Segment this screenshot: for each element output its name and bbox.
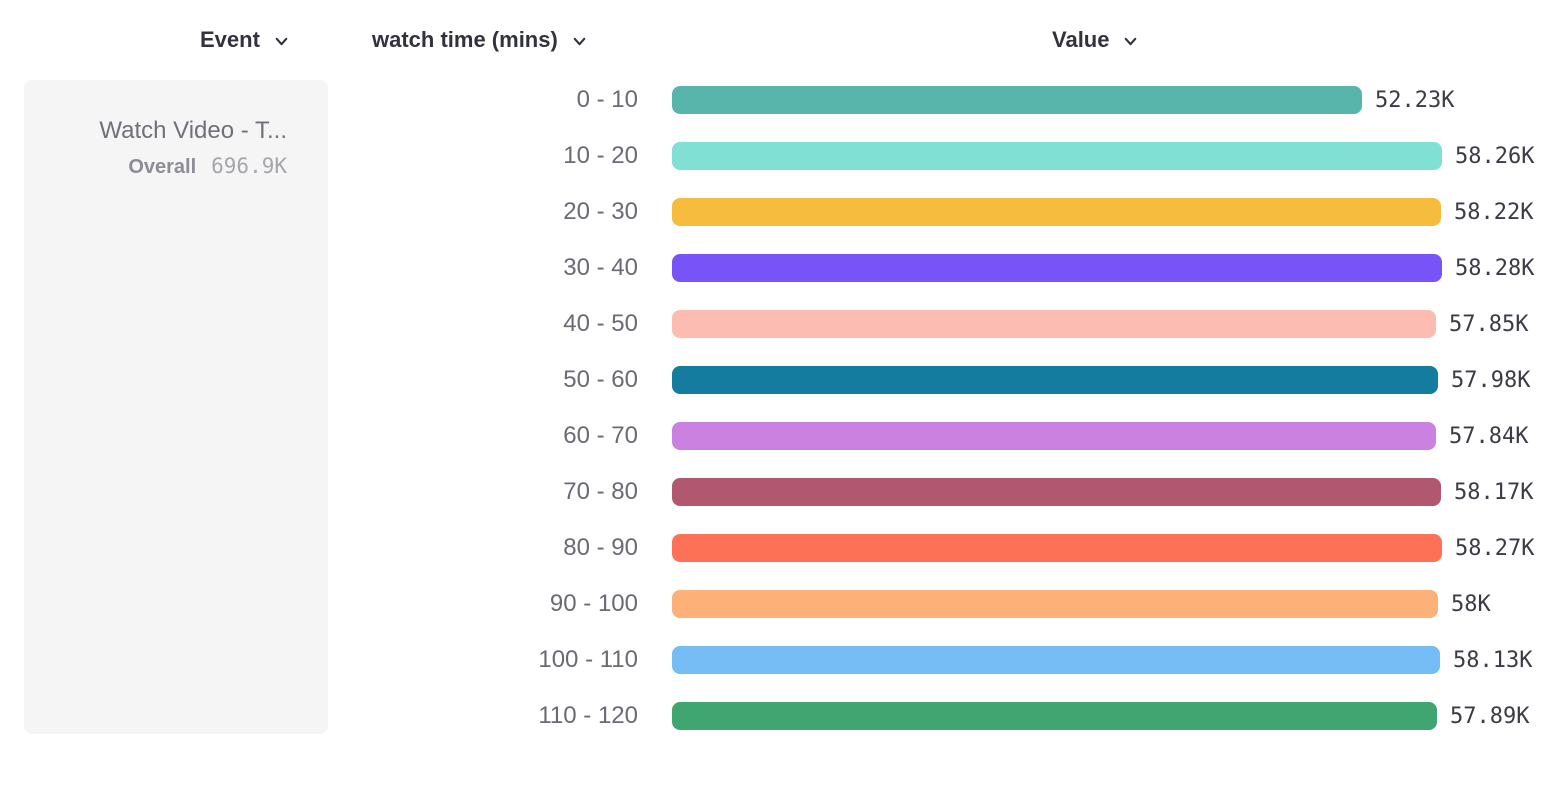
bar[interactable] — [672, 646, 1440, 674]
value-label: 58.17K — [1454, 479, 1534, 505]
value-label: 58.28K — [1455, 255, 1535, 281]
bar[interactable] — [672, 310, 1436, 338]
bar[interactable] — [672, 86, 1362, 114]
category-label: 30 - 40 — [563, 254, 638, 281]
bar[interactable] — [672, 702, 1437, 730]
event-column-label: Event — [200, 27, 260, 52]
overall-row: Overall 696.9K — [24, 154, 328, 179]
bar[interactable] — [672, 422, 1436, 450]
value-label: 58.22K — [1454, 199, 1534, 225]
event-title: Watch Video - T... — [99, 117, 287, 144]
category-label: 60 - 70 — [563, 422, 638, 449]
category-label: 40 - 50 — [563, 310, 638, 337]
category-label: 80 - 90 — [563, 534, 638, 561]
chevron-down-icon — [571, 33, 588, 50]
value-column-header[interactable]: Value — [1052, 27, 1139, 53]
chart-row: 50 - 60 57.98K — [0, 352, 1568, 408]
chart-row: 40 - 50 57.85K — [0, 296, 1568, 352]
category-label: 100 - 110 — [538, 646, 638, 673]
chart-row: 80 - 90 58.27K — [0, 520, 1568, 576]
chart-row: 0 - 10 52.23K — [0, 72, 1568, 128]
category-label: 20 - 30 — [563, 198, 638, 225]
value-label: 57.89K — [1450, 703, 1530, 729]
value-label: 58K — [1451, 591, 1491, 617]
value-label: 57.98K — [1451, 367, 1531, 393]
overall-value: 696.9K — [211, 154, 287, 178]
bar[interactable] — [672, 142, 1442, 170]
chart-row: 110 - 120 57.89K — [0, 688, 1568, 744]
category-label: 110 - 120 — [538, 702, 638, 729]
bar[interactable] — [672, 366, 1438, 394]
bar[interactable] — [672, 590, 1438, 618]
value-label: 58.13K — [1453, 647, 1533, 673]
category-label: 50 - 60 — [563, 366, 638, 393]
chart-row: 20 - 30 58.22K — [0, 184, 1568, 240]
bar[interactable] — [672, 534, 1442, 562]
breakdown-column-header[interactable]: watch time (mins) — [372, 27, 588, 53]
chevron-down-icon — [273, 33, 290, 50]
overall-label: Overall — [128, 156, 197, 178]
category-label: 70 - 80 — [563, 478, 638, 505]
chevron-down-icon — [1122, 33, 1139, 50]
value-column-label: Value — [1052, 27, 1110, 52]
value-label: 57.84K — [1449, 423, 1529, 449]
chart-row: 90 - 100 58K — [0, 576, 1568, 632]
bar[interactable] — [672, 478, 1441, 506]
chart-row: 10 - 20 58.26K — [0, 128, 1568, 184]
value-label: 52.23K — [1375, 87, 1455, 113]
chart-row: 100 - 110 58.13K — [0, 632, 1568, 688]
category-label: 90 - 100 — [549, 590, 638, 617]
value-label: 57.85K — [1449, 311, 1529, 337]
value-label: 58.27K — [1455, 535, 1535, 561]
bar-chart: 0 - 10 52.23K 10 - 20 58.26K 20 - 30 58.22K 30… — [0, 72, 1568, 744]
breakdown-column-label: watch time (mins) — [372, 27, 558, 52]
chart-row: 60 - 70 57.84K — [0, 408, 1568, 464]
value-label: 58.26K — [1455, 143, 1535, 169]
chart-row: 30 - 40 58.28K — [0, 240, 1568, 296]
bar[interactable] — [672, 198, 1441, 226]
event-panel[interactable]: Watch Video - T... Overall 696.9K — [24, 80, 328, 734]
category-label: 0 - 10 — [576, 86, 638, 113]
event-column-header[interactable]: Event — [200, 27, 290, 53]
category-label: 10 - 20 — [563, 142, 638, 169]
chart-row: 70 - 80 58.17K — [0, 464, 1568, 520]
bar[interactable] — [672, 254, 1442, 282]
